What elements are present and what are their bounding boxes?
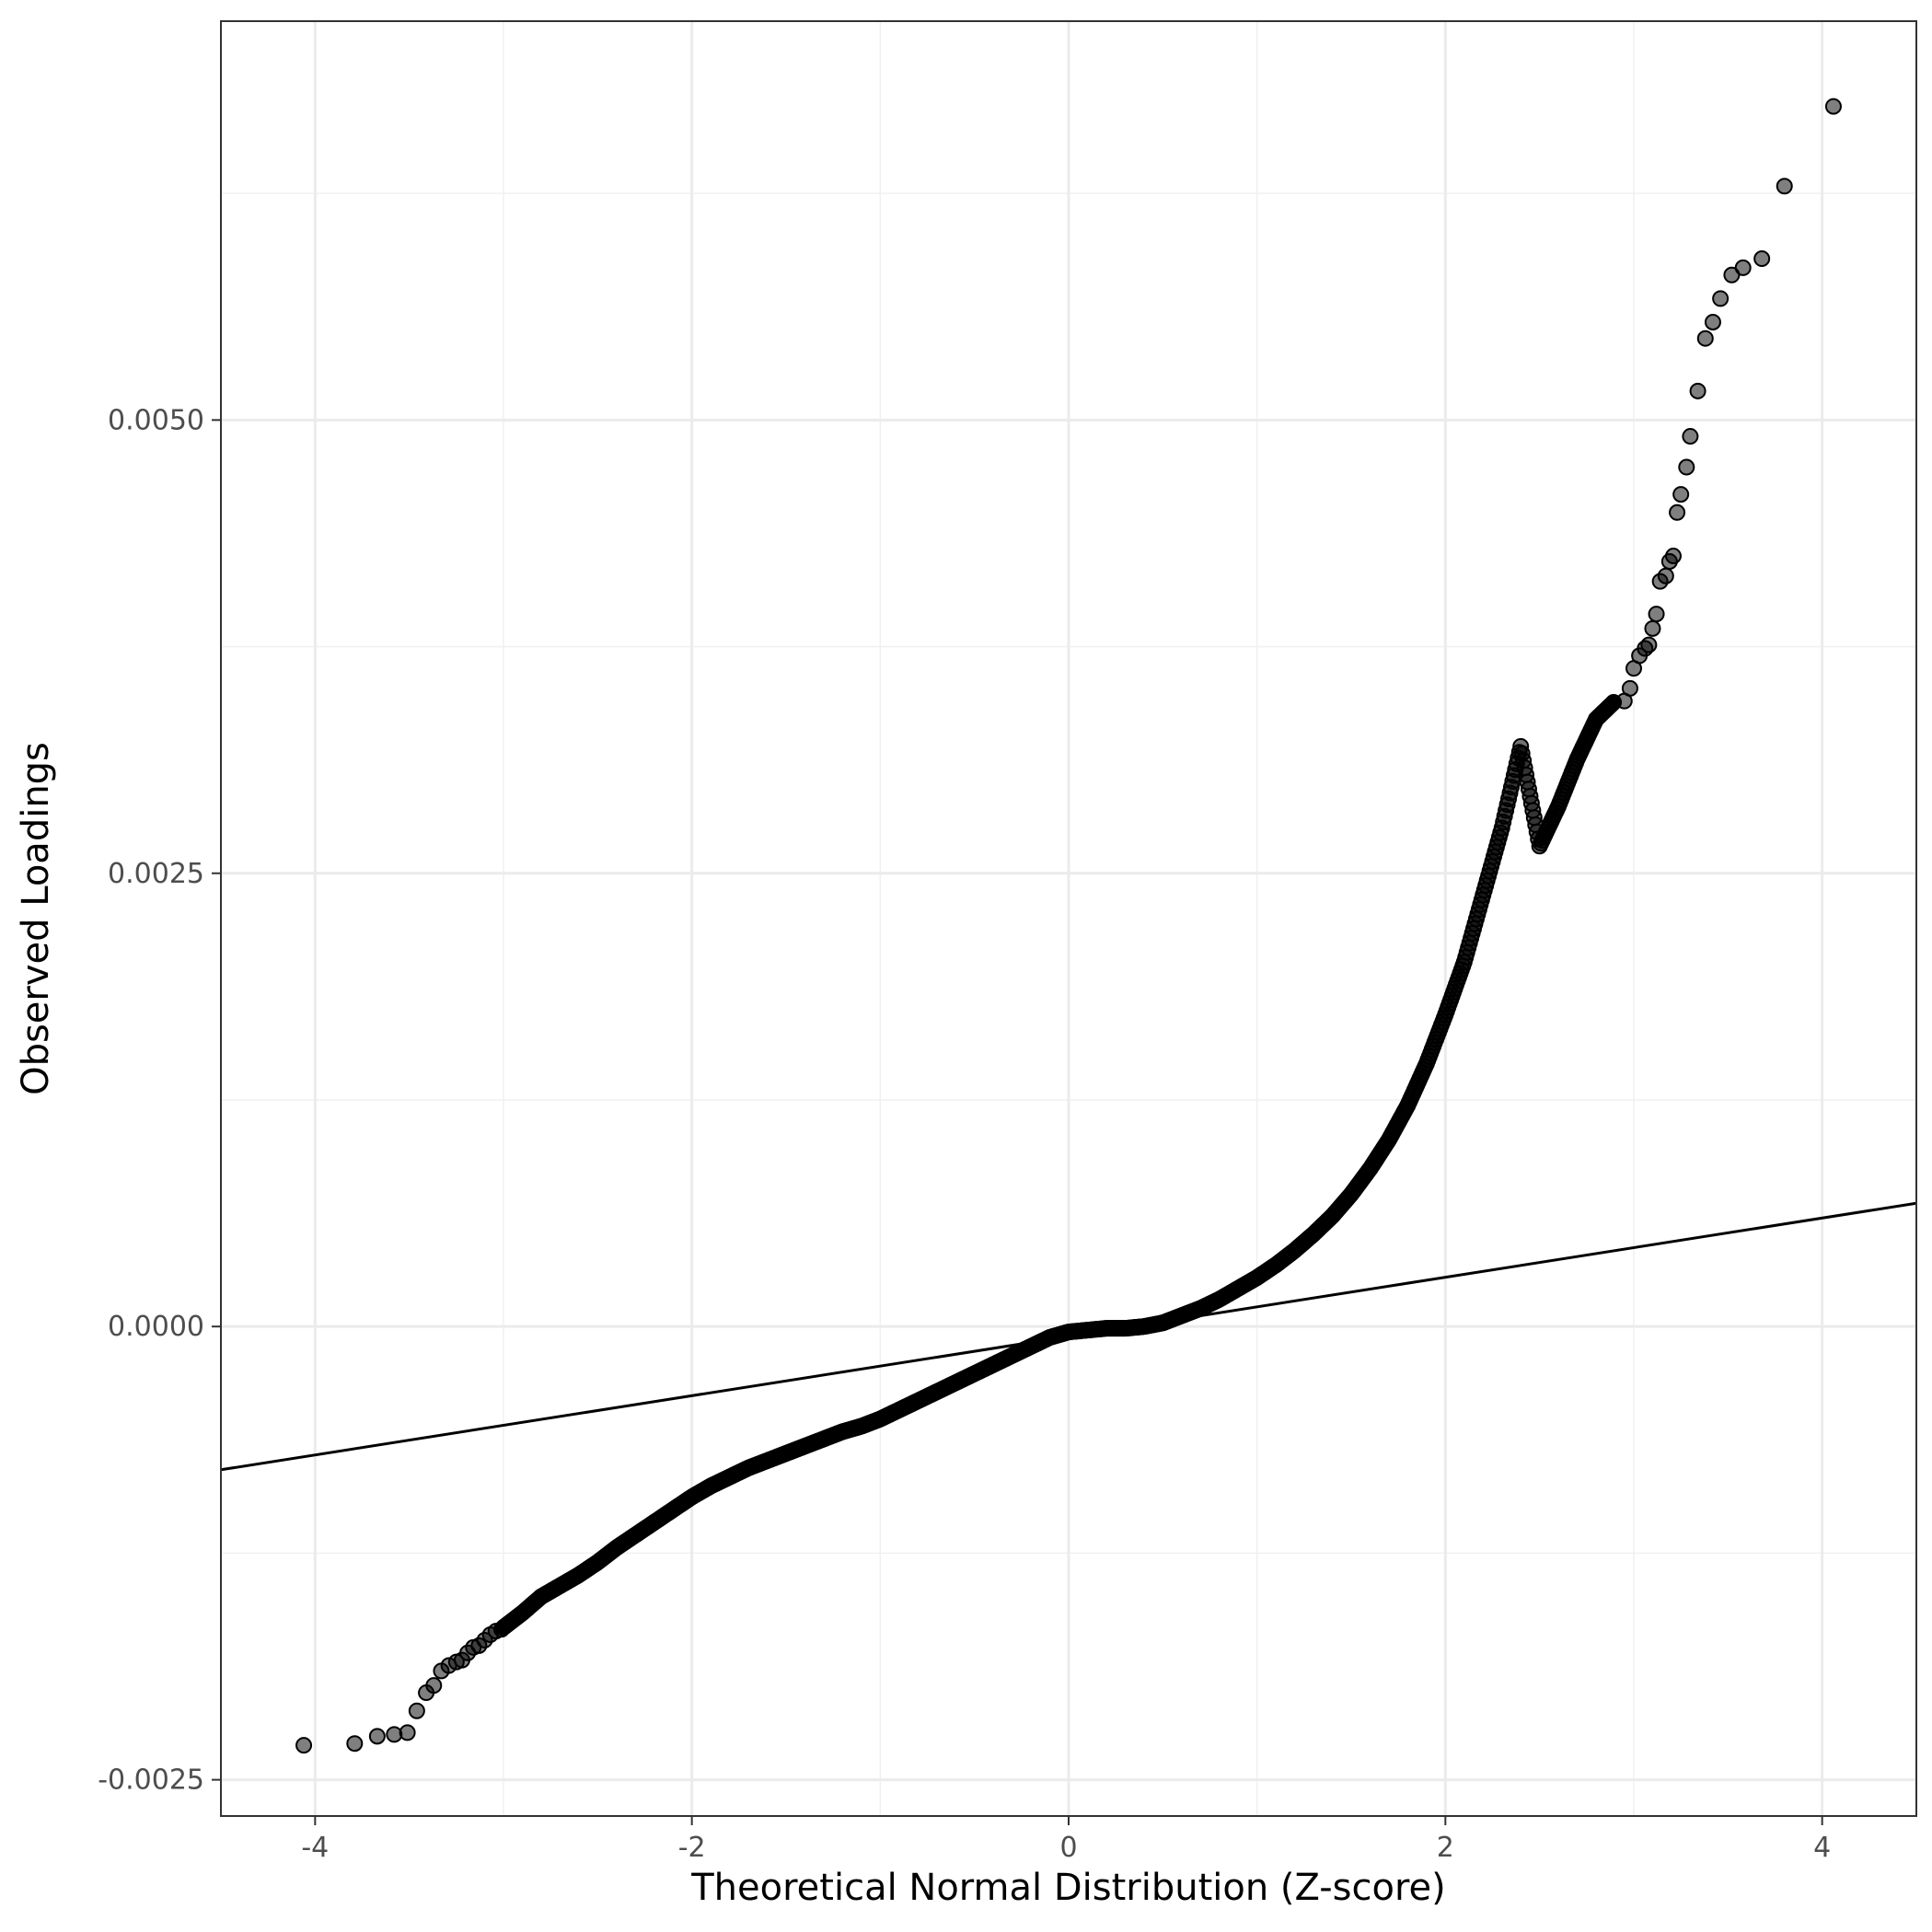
data-point bbox=[1644, 619, 1661, 637]
data-point bbox=[1682, 428, 1699, 445]
x-axis: -4 -2 0 2 4 bbox=[301, 1816, 1831, 1864]
data-point bbox=[1621, 679, 1638, 697]
data-point bbox=[425, 1677, 443, 1695]
data-point bbox=[1753, 250, 1771, 268]
y-tick-label: 0.0000 bbox=[108, 1311, 204, 1343]
data-point bbox=[1734, 259, 1752, 276]
data-point bbox=[1712, 290, 1730, 307]
data-point bbox=[399, 1724, 416, 1741]
y-axis: -0.0025 0.0000 0.0025 0.0050 bbox=[98, 404, 221, 1797]
x-tick-label: -4 bbox=[301, 1832, 329, 1864]
data-point bbox=[492, 1621, 510, 1638]
x-tick-label: 4 bbox=[1813, 1832, 1831, 1864]
data-point bbox=[1696, 330, 1714, 347]
y-tick-label: 0.0050 bbox=[108, 404, 204, 436]
data-point bbox=[1824, 98, 1842, 115]
data-point bbox=[368, 1728, 386, 1745]
data-point bbox=[1664, 548, 1682, 565]
data-point bbox=[1648, 606, 1665, 623]
data-point bbox=[1669, 503, 1686, 521]
data-points bbox=[295, 98, 1842, 1754]
y-tick-label: -0.0025 bbox=[98, 1764, 204, 1797]
data-point bbox=[408, 1702, 425, 1719]
data-point bbox=[295, 1737, 313, 1754]
data-point bbox=[1678, 458, 1695, 476]
data-point bbox=[346, 1735, 364, 1753]
y-axis-title: Observed Loadings bbox=[15, 742, 57, 1095]
data-point bbox=[1657, 567, 1674, 584]
data-point bbox=[1704, 313, 1721, 330]
data-point bbox=[1640, 636, 1658, 654]
y-tick-label: 0.0025 bbox=[108, 858, 204, 890]
data-point bbox=[1689, 382, 1706, 399]
major-gridlines bbox=[221, 21, 1916, 1816]
x-tick-label: 0 bbox=[1059, 1832, 1077, 1864]
x-tick-label: -2 bbox=[678, 1832, 706, 1864]
x-axis-title: Theoretical Normal Distribution (Z-score… bbox=[690, 1867, 1446, 1909]
data-point bbox=[1672, 486, 1690, 503]
x-tick-label: 2 bbox=[1437, 1832, 1454, 1864]
data-point bbox=[1776, 178, 1793, 195]
